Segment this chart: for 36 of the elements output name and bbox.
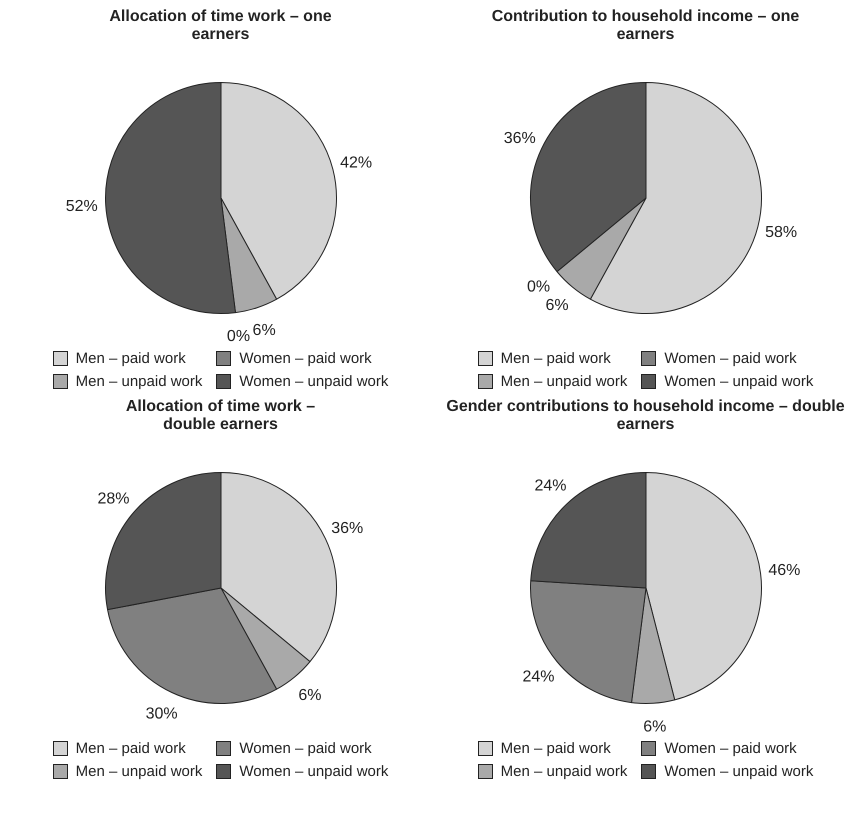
chart-title: Gender contributions to household income – double earners (446, 398, 846, 435)
data-label: 58% (764, 224, 797, 242)
legend-label: Women – paid work (239, 350, 372, 367)
data-label: 42% (340, 154, 372, 172)
chart-title: Allocation of time work – one earners (108, 8, 333, 45)
data-label: 6% (252, 322, 276, 340)
data-label: 6% (642, 718, 666, 736)
legend-label: Men – unpaid work (76, 763, 202, 780)
data-label: 6% (298, 686, 321, 704)
legend-label: Women – unpaid work (239, 373, 388, 390)
data-label: 24% (522, 668, 554, 686)
data-label: 28% (97, 490, 130, 508)
chart-title: Contribution to household income – one earners (490, 8, 800, 45)
data-label: 30% (145, 706, 178, 723)
legend-label: Men – paid work (76, 350, 186, 367)
legend-label: Men – unpaid work (500, 763, 628, 780)
legend-label: Men – paid work (76, 740, 186, 757)
legend-label: Men – paid work (500, 740, 611, 757)
data-label: 6% (545, 296, 568, 314)
data-label: 24% (534, 478, 566, 495)
legend-label: Men – unpaid work (500, 373, 628, 390)
data-label: 52% (65, 198, 98, 216)
legend-label: Women – unpaid work (664, 763, 814, 780)
chart-title: Allocation of time work – double earners (124, 398, 316, 435)
legend-label: Women – unpaid work (664, 373, 814, 390)
legend-label: Women – paid work (239, 740, 372, 757)
text: 0% (226, 328, 250, 345)
legend-label: Women – paid work (664, 740, 797, 757)
legend-label: Women – paid work (664, 350, 797, 367)
legend-label: Men – unpaid work (76, 373, 202, 390)
data-label: 46% (768, 562, 800, 579)
legend-label: Men – paid work (500, 350, 611, 367)
legend-label: Women – unpaid work (239, 763, 388, 780)
data-label: 36% (503, 130, 536, 148)
data-label: 36% (330, 520, 363, 538)
text: 0% (526, 278, 550, 296)
